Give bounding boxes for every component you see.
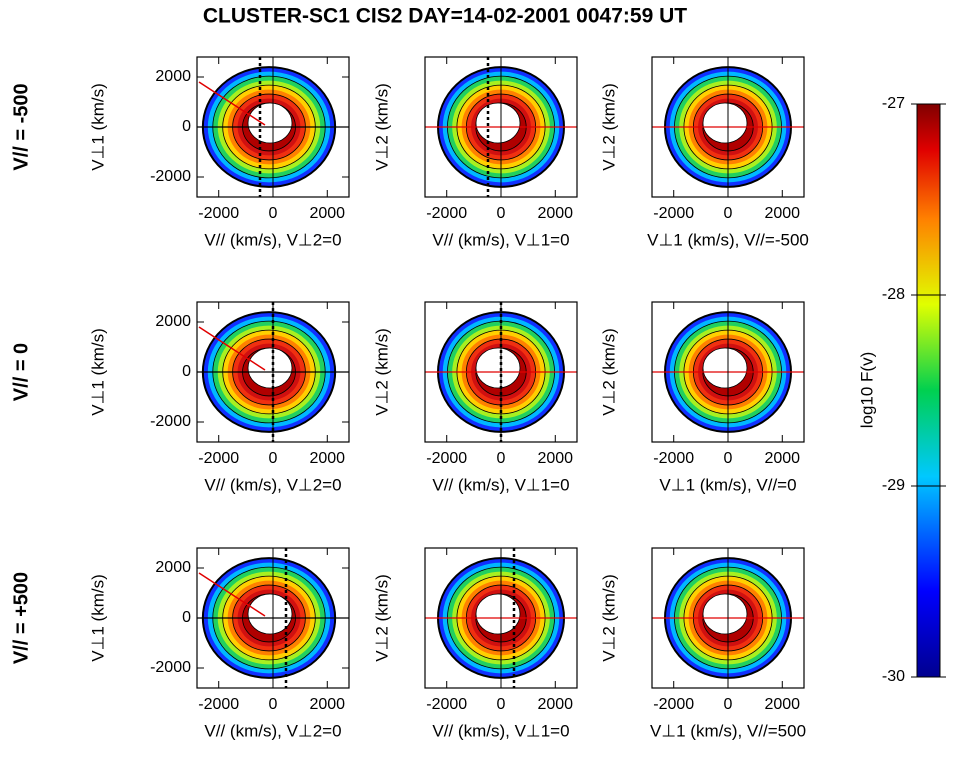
colorbar-tick-label: -30	[882, 668, 905, 685]
colorbar-label: log10 F(v)	[857, 352, 876, 429]
x-axis-label: V⊥1 (km/s), V//=500	[650, 721, 806, 740]
x-axis-label: V// (km/s), V⊥2=0	[204, 475, 341, 494]
colorbar-tick-label: -28	[882, 286, 905, 303]
x-tick-label: -2000	[653, 205, 694, 222]
x-tick-label: 0	[497, 696, 506, 713]
x-tick-label: 0	[269, 696, 278, 713]
x-tick-label: 2000	[309, 450, 345, 467]
x-tick-label: 2000	[764, 696, 800, 713]
direction-line	[198, 572, 266, 617]
x-axis-label: V// (km/s), V⊥2=0	[204, 721, 341, 740]
y-axis-label: V⊥2 (km/s)	[599, 83, 618, 171]
figure-title: CLUSTER-SC1 CIS2 DAY=14-02-2001 0047:59 …	[203, 5, 687, 28]
y-tick-label: -2000	[150, 168, 191, 185]
colorbar-tick-label: -27	[882, 95, 905, 112]
x-tick-label: 0	[497, 205, 506, 222]
x-tick-label: 2000	[309, 205, 345, 222]
y-axis-label: V⊥1 (km/s)	[88, 574, 107, 662]
contour-hole	[475, 102, 521, 144]
x-tick-label: 2000	[537, 450, 573, 467]
y-axis-label: V⊥2 (km/s)	[372, 328, 391, 416]
y-tick-label: 2000	[155, 559, 191, 576]
contour-hole	[247, 347, 293, 389]
contour-hole	[247, 593, 293, 635]
x-tick-label: -2000	[426, 205, 467, 222]
row-label: V// = +500	[10, 572, 32, 664]
x-axis-label: V// (km/s), V⊥1=0	[432, 475, 569, 494]
x-tick-label: -2000	[198, 205, 239, 222]
colorbar	[916, 103, 941, 678]
x-tick-label: 0	[724, 696, 733, 713]
x-tick-label: -2000	[198, 450, 239, 467]
y-axis-label: V⊥2 (km/s)	[599, 574, 618, 662]
y-axis-label: V⊥1 (km/s)	[88, 83, 107, 171]
y-tick-label: -2000	[150, 413, 191, 430]
x-tick-label: 2000	[764, 205, 800, 222]
x-tick-label: 0	[724, 205, 733, 222]
contour-hole	[702, 593, 748, 635]
x-tick-label: 2000	[537, 696, 573, 713]
contour-hole	[702, 102, 748, 144]
direction-line	[198, 81, 266, 126]
x-axis-label: V// (km/s), V⊥1=0	[432, 230, 569, 249]
y-axis-label: V⊥2 (km/s)	[372, 83, 391, 171]
y-tick-label: 2000	[155, 68, 191, 85]
y-tick-label: 0	[182, 118, 191, 135]
y-axis-label: V⊥2 (km/s)	[372, 574, 391, 662]
x-tick-label: 0	[269, 450, 278, 467]
row-label: V// = 0	[10, 343, 32, 401]
y-tick-label: 0	[182, 363, 191, 380]
contour-hole	[475, 593, 521, 635]
contour-hole	[247, 102, 293, 144]
x-tick-label: -2000	[198, 696, 239, 713]
x-tick-label: 2000	[537, 205, 573, 222]
contour-hole	[702, 347, 748, 389]
y-tick-label: 2000	[155, 313, 191, 330]
x-tick-label: 0	[497, 450, 506, 467]
row-label: V// = -500	[10, 83, 32, 170]
x-axis-label: V⊥1 (km/s), V//=0	[659, 475, 796, 494]
x-tick-label: 0	[269, 205, 278, 222]
x-tick-label: 2000	[309, 696, 345, 713]
x-tick-label: -2000	[426, 450, 467, 467]
x-tick-label: -2000	[426, 696, 467, 713]
x-axis-label: V// (km/s), V⊥2=0	[204, 230, 341, 249]
y-axis-label: V⊥1 (km/s)	[88, 328, 107, 416]
contour-hole	[475, 347, 521, 389]
y-tick-label: -2000	[150, 659, 191, 676]
y-tick-label: 0	[182, 609, 191, 626]
x-tick-label: 0	[724, 450, 733, 467]
x-axis-label: V⊥1 (km/s), V//=-500	[647, 230, 809, 249]
direction-line	[198, 326, 266, 371]
x-axis-label: V// (km/s), V⊥1=0	[432, 721, 569, 740]
y-axis-label: V⊥2 (km/s)	[599, 328, 618, 416]
x-tick-label: -2000	[653, 450, 694, 467]
colorbar-tick-label: -29	[882, 477, 905, 494]
x-tick-label: -2000	[653, 696, 694, 713]
x-tick-label: 2000	[764, 450, 800, 467]
